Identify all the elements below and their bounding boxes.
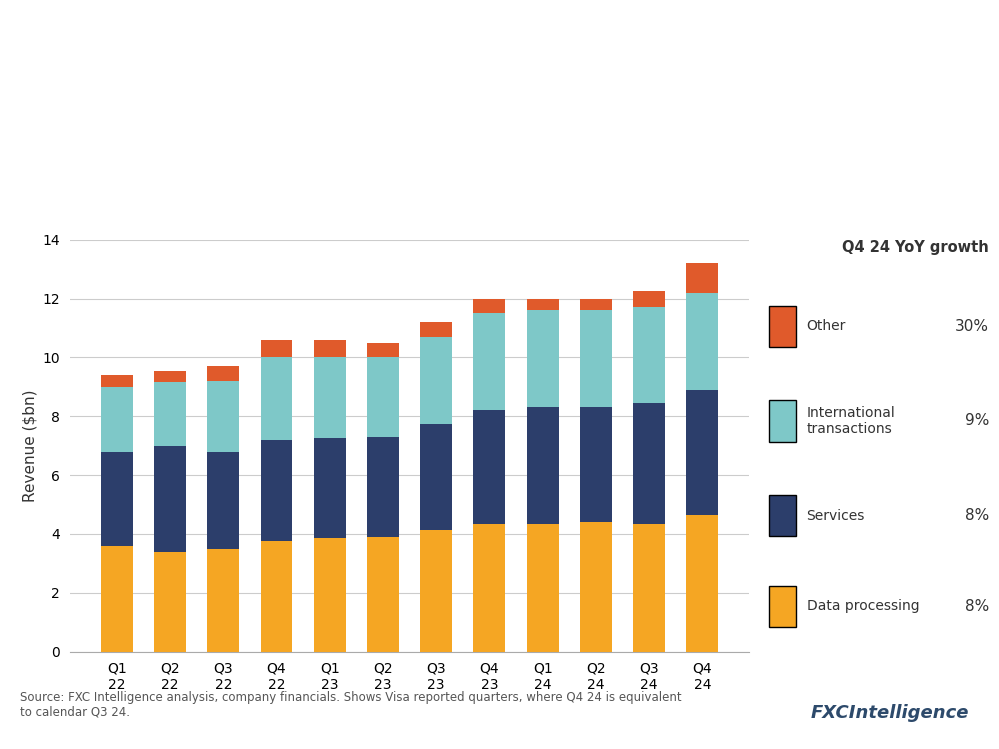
Bar [154,371,186,383]
Text: Source: FXC Intelligence analysis, company financials. Shows Visa reported quart: Source: FXC Intelligence analysis, compa… [20,691,681,718]
Bar [474,299,505,313]
Text: Visa segment revenues prior to excluding client incentives, financial 2022-24: Visa segment revenues prior to excluding… [20,138,718,156]
Bar [526,310,558,407]
Bar [101,386,133,452]
Bar [686,263,718,293]
Bar [526,299,558,310]
Bar [633,291,665,307]
Bar [686,515,718,652]
FancyBboxPatch shape [769,400,795,441]
Bar [261,357,293,440]
Bar [526,524,558,652]
Bar [474,313,505,410]
Y-axis label: Revenue ($bn): Revenue ($bn) [22,389,37,502]
Text: International
transactions: International transactions [806,406,895,436]
Bar [207,366,239,381]
Bar [314,438,346,539]
Bar [261,440,293,542]
Bar [421,337,453,424]
Bar [367,343,399,357]
Text: Q4 24 YoY growth: Q4 24 YoY growth [842,240,989,255]
Bar [580,407,612,522]
Bar [686,293,718,389]
Bar [101,375,133,386]
Bar [314,539,346,652]
Bar [474,410,505,524]
Bar [474,524,505,652]
Text: 8%: 8% [965,508,989,524]
Text: Services: Services [806,509,865,523]
Bar [154,446,186,551]
Bar [314,357,346,438]
Bar [580,522,612,652]
Bar [101,546,133,652]
FancyBboxPatch shape [769,306,795,347]
Bar [154,551,186,652]
Text: 9%: 9% [965,413,989,428]
Bar [101,452,133,546]
Bar [367,537,399,652]
Bar [261,340,293,357]
Bar [207,381,239,452]
Text: Data processing: Data processing [806,599,919,613]
Bar [421,322,453,337]
Bar [421,424,453,530]
Text: Visa sees growth across all reporting segments: Visa sees growth across all reporting se… [20,46,691,70]
Bar [686,389,718,515]
Bar [421,530,453,652]
Bar [261,542,293,652]
Text: FXCIntelligence: FXCIntelligence [810,704,969,722]
Bar [580,310,612,407]
Text: Other: Other [806,319,846,333]
Bar [580,299,612,310]
Bar [207,452,239,548]
Bar [367,437,399,537]
Bar [633,307,665,403]
Bar [367,357,399,437]
Bar [207,548,239,652]
Bar [314,340,346,357]
Text: 30%: 30% [955,318,989,334]
Text: 8%: 8% [965,598,989,614]
Bar [154,383,186,446]
FancyBboxPatch shape [769,495,795,536]
Bar [633,403,665,524]
Bar [633,524,665,652]
FancyBboxPatch shape [769,586,795,627]
Bar [526,407,558,524]
